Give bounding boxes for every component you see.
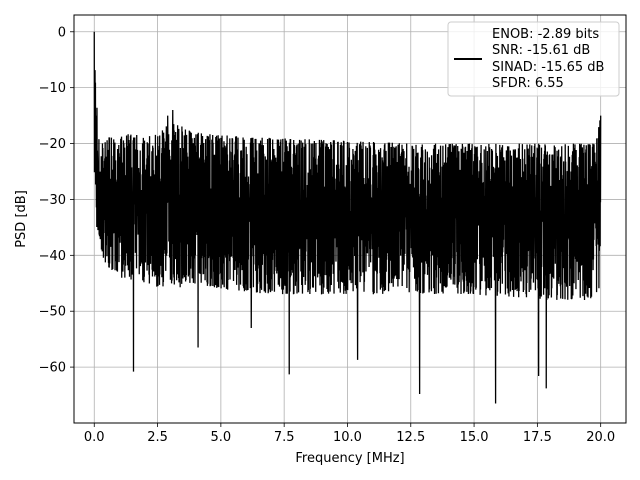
y-tick-label: 0 [58,25,66,40]
y-axis-label: PSD [dB] [14,190,29,248]
x-tick-label: 5.0 [211,430,232,445]
x-tick-label: 2.5 [147,430,168,445]
legend: ENOB: -2.89 bits SNR: -15.61 dB SINAD: -… [447,21,620,97]
legend-entry-sfdr: SFDR: 6.55 [492,76,564,91]
y-tick-label: −30 [39,193,66,208]
legend-box [447,21,620,97]
x-ticks: 0.0 2.5 5.0 7.5 10.0 12.5 15.0 17.5 20.0 [84,423,615,445]
psd-series-line [93,31,602,404]
x-tick-label: 15.0 [460,430,489,445]
x-tick-label: 10.0 [333,430,362,445]
x-tick-label: 17.5 [523,430,552,445]
y-tick-label: −20 [39,137,66,152]
y-tick-label: −40 [39,249,66,264]
x-tick-label: 7.5 [274,430,295,445]
x-axis-label: Frequency [MHz] [295,451,404,466]
legend-entry-sinad: SINAD: -15.65 dB [492,60,604,75]
plot-frame [73,14,627,424]
y-ticks: 0 −10 −20 −30 −40 −50 −60 [39,25,74,376]
psd-trace [93,31,602,404]
x-tick-label: 12.5 [396,430,425,445]
legend-entry-snr: SNR: -15.61 dB [492,43,590,58]
y-tick-label: −10 [39,81,66,96]
legend-entry-enob: ENOB: -2.89 bits [492,27,599,42]
x-tick-label: 20.0 [586,430,615,445]
y-tick-label: −50 [39,305,66,320]
x-tick-label: 0.0 [84,430,105,445]
y-tick-label: −60 [39,361,66,376]
